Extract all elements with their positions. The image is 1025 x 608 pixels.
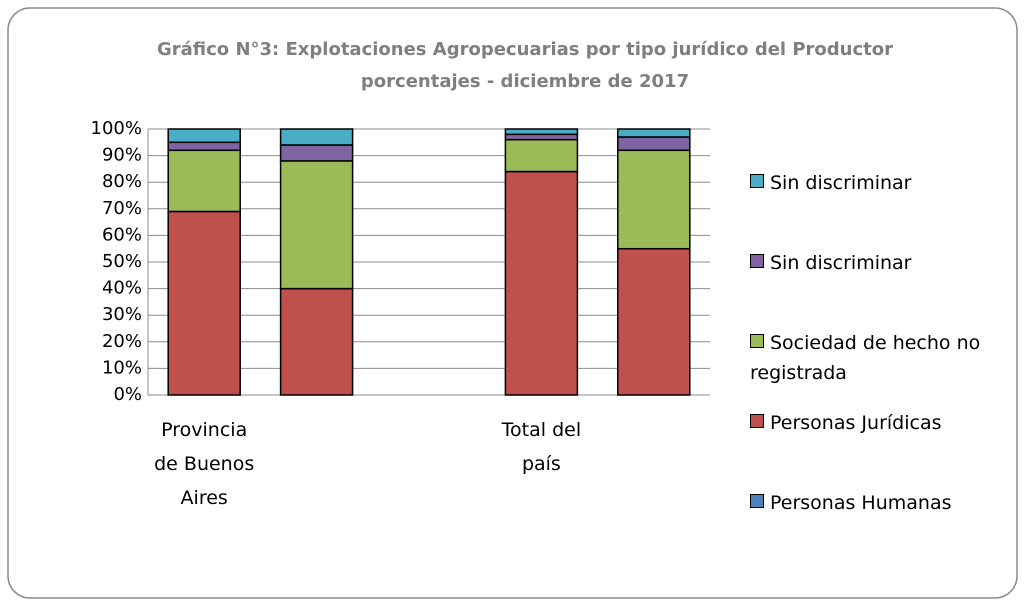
y-tick-label: 80% [102, 171, 142, 192]
bar-segment [617, 136, 691, 152]
chart-title: Gráfico N°3: Explotaciones Agropecuarias… [157, 39, 893, 60]
bar-segment [504, 133, 579, 141]
y-tick-label: 60% [102, 224, 142, 245]
bar-segment [504, 138, 579, 173]
x-tick-label: Provincia de Buenos Aires [154, 419, 255, 509]
legend-swatch [750, 254, 764, 268]
legend-label: Sin discriminar [770, 172, 912, 194]
bar-segment [167, 149, 241, 213]
bar-segment [617, 247, 691, 396]
legend-swatch [750, 414, 764, 428]
y-tick-label: 0% [113, 384, 142, 405]
legend-item: Personas Jurídicas [750, 408, 1010, 438]
legend-label: Sociedad de hecho no registrada [750, 332, 981, 384]
legend-item: Sociedad de hecho no registrada [750, 328, 1010, 388]
y-tick-label: 10% [102, 357, 142, 378]
y-tick-label: 70% [102, 198, 142, 219]
legend-label: Personas Jurídicas [770, 412, 942, 434]
legend-item: Personas Humanas [750, 488, 1010, 518]
legend-swatch [750, 174, 764, 188]
bar-segment [504, 128, 579, 136]
bar-segment [279, 144, 354, 162]
y-tick-label: 50% [102, 251, 142, 272]
bar-segment [617, 128, 691, 138]
legend-label: Personas Humanas [770, 492, 952, 514]
legend-swatch [750, 494, 764, 508]
x-tick-label: Total del país [501, 419, 582, 475]
bar-segment [279, 287, 354, 396]
bar-segment [279, 128, 354, 146]
bar-segment [167, 210, 241, 396]
y-tick-label: 30% [102, 304, 142, 325]
bar-segment [279, 160, 354, 290]
legend-swatch [750, 334, 764, 348]
bar-segment [617, 149, 691, 250]
y-tick-label: 20% [102, 331, 142, 352]
legend-item: Sin discriminar [750, 168, 1010, 198]
y-tick-label: 100% [91, 118, 142, 139]
bar-segment [504, 170, 579, 396]
legend-label: Sin discriminar [770, 252, 912, 274]
y-tick-label: 90% [102, 145, 142, 166]
bar-segment [167, 128, 241, 144]
chart-subtitle: porcentajes - diciembre de 2017 [361, 71, 689, 92]
bar-segment [167, 141, 241, 152]
y-tick-label: 40% [102, 278, 142, 299]
legend-item: Sin discriminar [750, 248, 1010, 278]
